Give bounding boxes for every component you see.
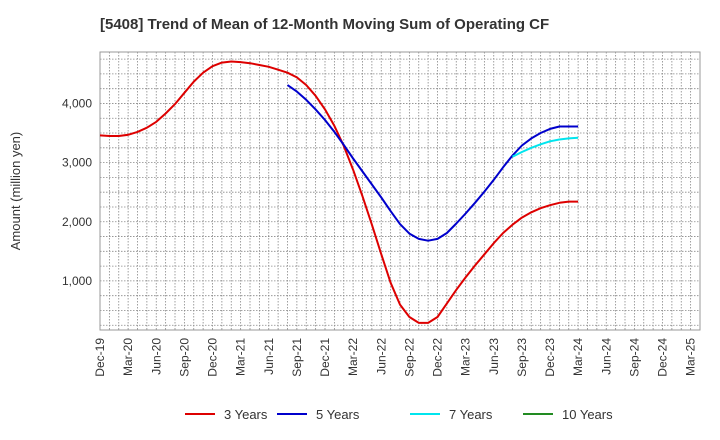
y-tick-label: 1,000 [62,274,92,288]
x-tick-label: Jun-21 [262,338,276,375]
x-tick-label: Jun-24 [599,338,613,375]
x-tick-label: Dec-23 [543,338,557,377]
plot-frame [99,51,701,331]
y-tick-label: 2,000 [62,215,92,229]
x-tick-label: Mar-21 [234,338,248,376]
x-tick-label: Sep-22 [402,338,416,377]
y-tick-label: 4,000 [62,96,92,110]
x-tick-label: Sep-20 [177,338,191,377]
chart-title: [5408] Trend of Mean of 12-Month Moving … [100,16,549,33]
x-tick-label: Sep-23 [515,338,529,377]
x-tick-label: Sep-24 [627,338,641,377]
x-axis: Dec-19 Mar-20 Jun-20 Sep-20 Dec-20 Mar-21 Jun-… [93,338,698,377]
x-tick-label: Mar-20 [121,338,135,376]
x-tick-label: Jun-23 [487,338,501,375]
x-tick-label: Mar-25 [684,338,698,376]
y-axis-label: Amount (million yen) [8,132,23,251]
x-tick-label: Dec-20 [206,338,220,377]
x-tick-label: Dec-22 [431,338,445,377]
x-tick-label: Mar-22 [346,338,360,376]
legend-label: 7 Years [449,407,493,422]
series-line-5-years [286,84,579,242]
y-tick-label: 3,000 [62,156,92,170]
series-line-3-years [99,60,579,324]
legend-label: 5 Years [316,407,360,422]
x-tick-label: Jun-20 [149,338,163,375]
legend-label: 3 Years [224,407,268,422]
x-tick-label: Dec-21 [318,338,332,377]
x-tick-label: Dec-24 [656,338,670,377]
legend-label: 10 Years [562,407,613,422]
series-line-7-years [512,136,579,158]
grid [100,52,700,330]
legend: 3 Years 5 Years 7 Years 10 Years [185,407,613,422]
series-lines [99,60,579,324]
x-tick-label: Jun-22 [374,338,388,375]
x-tick-label: Mar-23 [459,338,473,376]
x-tick-label: Sep-21 [290,338,304,377]
y-axis: 1,000 2,000 3,000 4,000 [62,96,92,287]
x-tick-label: Dec-19 [93,338,107,377]
x-tick-label: Mar-24 [571,338,585,376]
